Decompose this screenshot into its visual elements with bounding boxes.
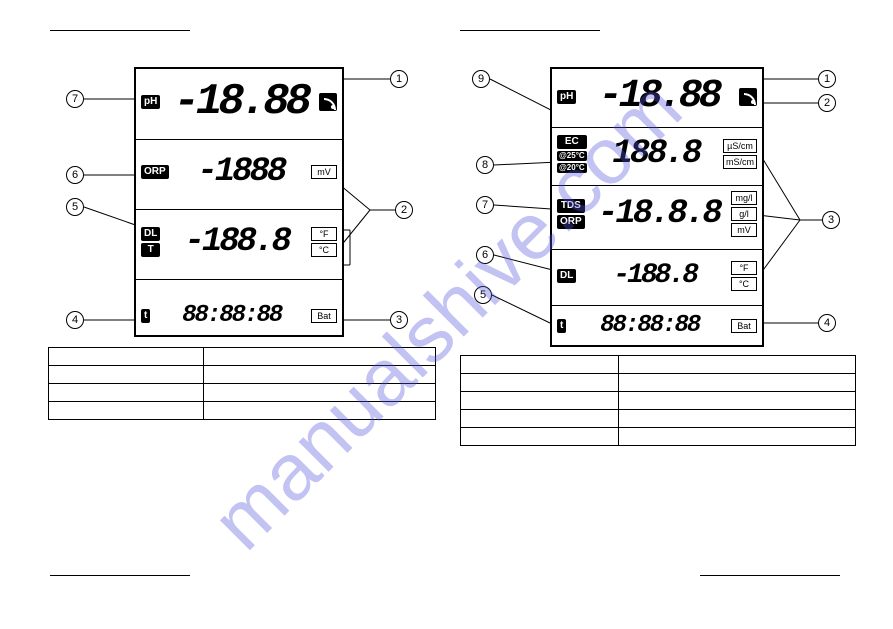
callout-r6: 6 <box>476 246 494 264</box>
value-temp-r: -188.8 <box>578 259 731 293</box>
value-ph: -18.88 <box>162 80 319 124</box>
chip-ph: pH <box>141 95 160 109</box>
table-right <box>460 355 856 446</box>
chip-orp: ORP <box>141 165 169 179</box>
unit-mgl: mg/l <box>731 191 757 205</box>
callout-5: 5 <box>66 198 84 216</box>
unit-gl: g/l <box>731 207 757 221</box>
page: manualshive.com 1 2 3 4 5 6 7 <box>0 0 893 629</box>
unit-bat-r: Bat <box>731 319 757 333</box>
callout-1: 1 <box>390 70 408 88</box>
callout-r2: 2 <box>818 94 836 112</box>
unit-uscm: µS/cm <box>723 139 757 153</box>
unit-f-r: °F <box>731 261 757 275</box>
row-ph-r: pH -18.88 <box>552 72 762 122</box>
callout-6: 6 <box>66 166 84 184</box>
callout-7: 7 <box>66 90 84 108</box>
chip-ph-r: pH <box>557 90 576 104</box>
row-temp-r: DL -188.8 °F °C <box>552 253 762 299</box>
callout-r7: 7 <box>476 196 494 214</box>
row-orp: ORP -1888 mV <box>136 145 342 199</box>
chip-tds: TDS <box>557 199 585 213</box>
row-temp: DL T -188.8 °F °C <box>136 215 342 269</box>
wifi-icon <box>319 93 337 111</box>
rule-top-left <box>50 30 190 31</box>
value-temp: -188.8 <box>162 225 311 259</box>
chip-20c: @20°C <box>557 163 587 173</box>
lcd-right: pH -18.88 EC @25°C @20°C 188.8 µS/cm mS/… <box>550 67 764 347</box>
unit-mv-r: mV <box>731 223 757 237</box>
chip-time-r: t <box>557 319 566 333</box>
callout-r8: 8 <box>476 156 494 174</box>
chip-time: t <box>141 309 150 323</box>
row-time-r: t 88:88:88 Bat <box>552 311 762 341</box>
row-ph: pH -18.88 <box>136 73 342 131</box>
chip-orp-r: ORP <box>557 215 585 229</box>
callout-r5: 5 <box>474 286 492 304</box>
lcd-left: pH -18.88 ORP -1888 mV DL T -188.8 °F <box>134 67 344 337</box>
value-time: 88:88:88 <box>152 304 311 328</box>
row-tds: TDS ORP -18.8.8 mg/l g/l mV <box>552 189 762 239</box>
chip-dl-r: DL <box>557 269 576 283</box>
callout-4: 4 <box>66 311 84 329</box>
unit-mv: mV <box>311 165 337 179</box>
value-orp: -1888 <box>171 155 311 189</box>
unit-c-r: °C <box>731 277 757 291</box>
rule-bottom-right <box>700 575 840 576</box>
value-ph-r: -18.88 <box>578 75 739 119</box>
chip-25c: @25°C <box>557 151 587 161</box>
callout-r9: 9 <box>472 70 490 88</box>
callout-r3: 3 <box>822 211 840 229</box>
value-time-r: 88:88:88 <box>568 314 731 338</box>
value-ec: 188.8 <box>589 137 723 171</box>
row-time: t 88:88:88 Bat <box>136 299 342 333</box>
unit-c: °C <box>311 243 337 257</box>
rule-top-right <box>460 30 600 31</box>
table-left <box>48 347 436 420</box>
rule-bottom-left <box>50 575 190 576</box>
wifi-icon-r <box>739 88 757 106</box>
chip-dl: DL <box>141 227 160 241</box>
row-ec: EC @25°C @20°C 188.8 µS/cm mS/cm <box>552 131 762 177</box>
callout-3: 3 <box>390 311 408 329</box>
value-tds: -18.8.8 <box>587 197 731 231</box>
callout-r1: 1 <box>818 70 836 88</box>
unit-f: °F <box>311 227 337 241</box>
chip-t: T <box>141 243 160 257</box>
callout-2: 2 <box>395 201 413 219</box>
unit-mscm: mS/cm <box>723 155 757 169</box>
callout-r4: 4 <box>818 314 836 332</box>
unit-bat: Bat <box>311 309 337 323</box>
chip-ec: EC <box>557 135 587 149</box>
